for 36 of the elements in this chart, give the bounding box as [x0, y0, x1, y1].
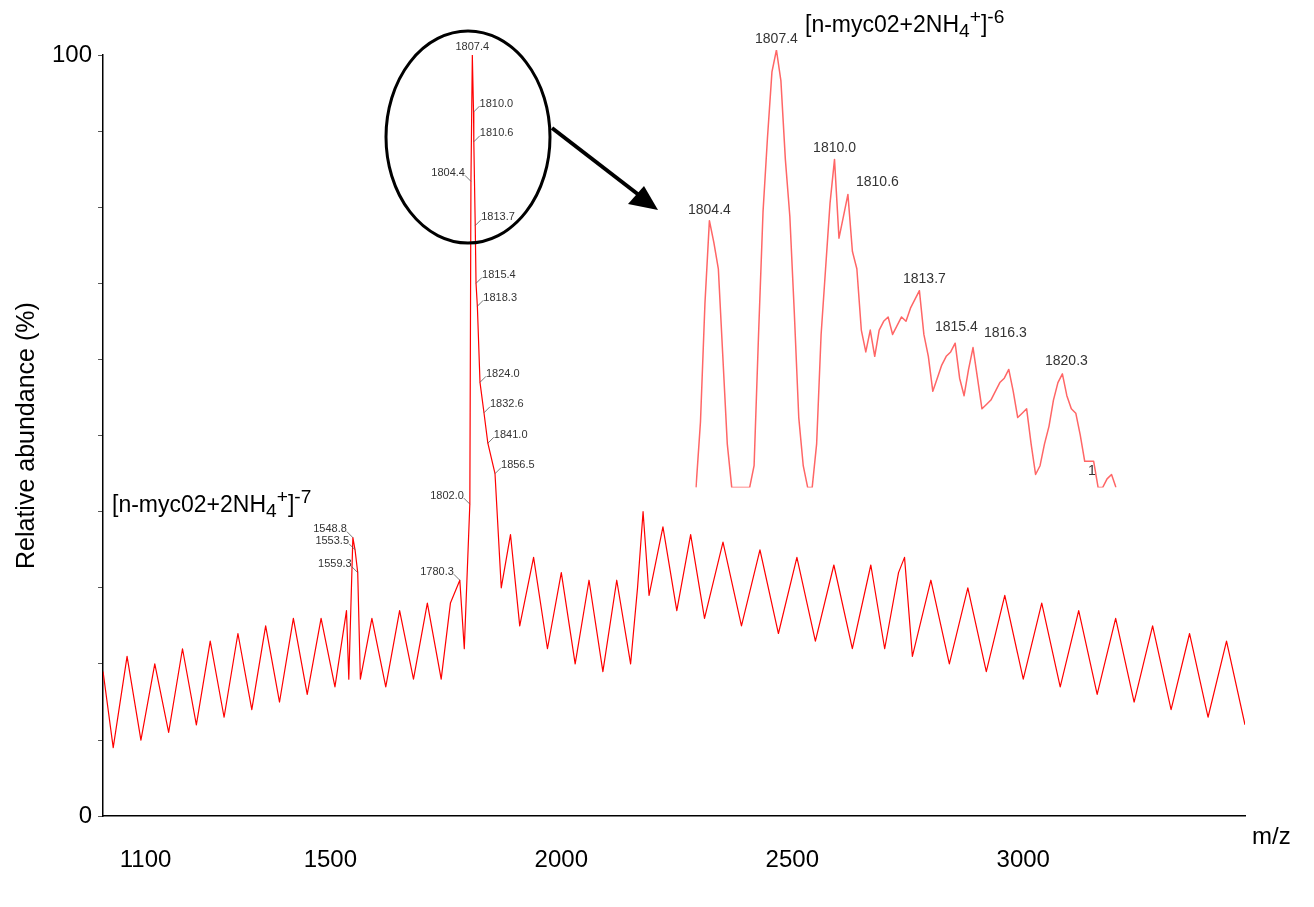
- annotation: 1818.3: [483, 290, 518, 303]
- annotation: 1813.7: [903, 270, 946, 286]
- annotation: 1815.4: [935, 318, 978, 334]
- annotation: 1813.7: [481, 210, 515, 223]
- y-tick-label: 0: [78, 800, 93, 828]
- annotation: 1832.6: [489, 397, 524, 410]
- annotation: 1: [1088, 462, 1096, 478]
- annotation: 1802.0: [430, 488, 464, 501]
- x-tick-label: 1100: [119, 845, 172, 873]
- annotation: 1807.4: [755, 29, 799, 46]
- y-axis-title: Relative abundance (%): [10, 302, 39, 570]
- annotation: 1807.4: [455, 39, 490, 52]
- annotation: 1856.5: [501, 458, 535, 471]
- annotation: 1559.3: [318, 557, 352, 570]
- annotation: 1824.0: [486, 366, 520, 379]
- annotation: 1780.3: [420, 564, 454, 577]
- text: [n-myc02+2NH$_{4}$$^{+}$]$^{-6}$: [805, 6, 1005, 43]
- annotation: 1816.3: [984, 324, 1027, 340]
- annotation: 1810.6: [856, 173, 899, 189]
- annotation: 1815.4: [482, 267, 516, 280]
- annotation: 1810.0: [479, 96, 514, 109]
- annotation: 1841.0: [493, 427, 528, 440]
- x-tick-label: 1500: [303, 845, 358, 873]
- x-tick-label: 3000: [996, 845, 1050, 873]
- annotation: 1810.0: [813, 139, 857, 156]
- y-tick-label: 100: [52, 39, 93, 67]
- annotation: 1804.4: [687, 200, 732, 217]
- annotation: [n-myc02+2NH$_{4}$$^{+}$]$^{-7}$: [112, 486, 312, 523]
- annotation: 1548.8: [313, 522, 347, 535]
- annotation: 1553.5: [315, 534, 350, 547]
- x-axis-title: m/z: [1252, 822, 1291, 850]
- annotation: 1820.3: [1045, 352, 1088, 368]
- annotation: 1804.4: [431, 165, 465, 178]
- annotation: 1810.6: [479, 126, 514, 139]
- x-tick-label: 2000: [534, 845, 588, 873]
- x-tick-label: 2500: [765, 845, 819, 873]
